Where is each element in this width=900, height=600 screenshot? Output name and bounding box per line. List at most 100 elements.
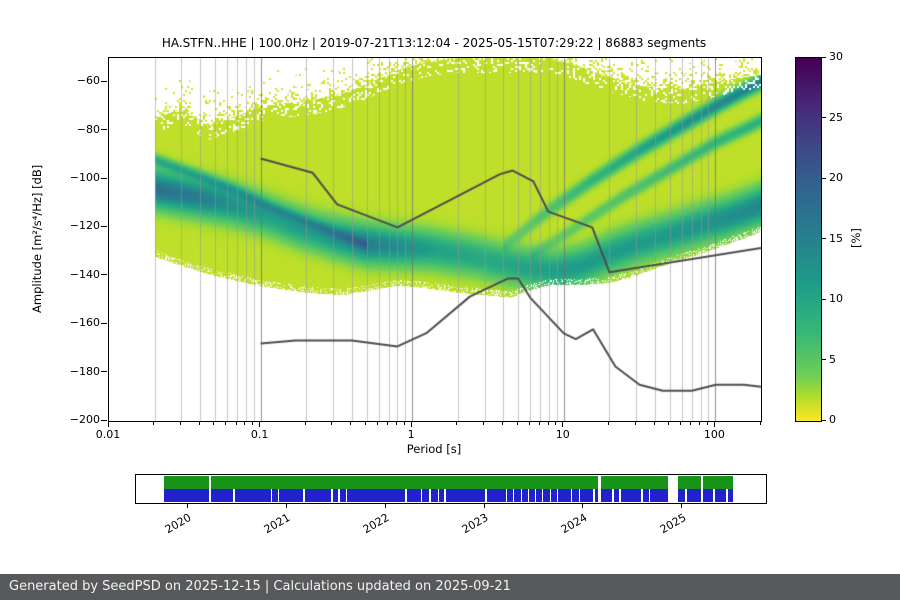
- timeline-gap: [726, 489, 729, 502]
- ppsd-plot-area: [108, 57, 762, 422]
- y-tick-mark: [101, 129, 107, 131]
- timeline-gap: [209, 489, 211, 502]
- timeline-gap: [420, 489, 423, 502]
- y-tick-mark: [101, 419, 107, 421]
- y-tick-mark: [101, 225, 107, 227]
- x-minor-tick-mark: [244, 422, 246, 425]
- x-minor-tick-mark: [387, 422, 389, 425]
- x-tick-label: 0.01: [95, 428, 121, 441]
- x-tick-label: 10: [555, 428, 570, 441]
- timeline-gap: [444, 489, 446, 502]
- timeline-gap: [277, 489, 280, 502]
- x-minor-tick-mark: [225, 422, 227, 425]
- availability-timeline: [135, 474, 767, 504]
- x-minor-tick-mark: [213, 422, 215, 425]
- timeline-gap: [556, 489, 559, 502]
- x-minor-tick-mark: [198, 422, 200, 425]
- timeline-gap: [437, 489, 440, 502]
- timeline-data-spans-row: [136, 476, 766, 489]
- y-tick-mark: [101, 177, 107, 179]
- timeline-gap: [270, 489, 273, 502]
- y-tick-label: −100: [69, 171, 100, 184]
- timeline-gap: [527, 489, 530, 502]
- x-minor-tick-mark: [304, 422, 306, 425]
- year-tick-label: 2025: [657, 511, 689, 537]
- colorbar: [795, 57, 822, 422]
- y-tick-label: −60: [76, 74, 100, 88]
- colorbar-tick-mark: [822, 117, 826, 118]
- x-minor-tick-mark: [653, 422, 655, 425]
- year-tick-mark: [285, 504, 287, 508]
- x-tick-mark: [259, 422, 261, 427]
- colorbar-tick-mark: [822, 177, 826, 179]
- year-tick-label: 2024: [558, 511, 590, 537]
- y-tick-mark: [101, 322, 107, 324]
- x-minor-tick-mark: [547, 422, 549, 425]
- plot-title: HA.STFN..HHE | 100.0Hz | 2019-07-21T13:1…: [161, 36, 707, 50]
- x-minor-tick-mark: [350, 422, 352, 425]
- ppsd-heatmap-canvas: [109, 58, 761, 421]
- timeline-gap: [597, 489, 601, 502]
- x-minor-tick-mark: [483, 422, 484, 425]
- x-minor-tick-mark: [706, 422, 708, 425]
- x-minor-tick-mark: [680, 422, 682, 425]
- timeline-gap: [485, 489, 487, 502]
- year-tick-mark: [582, 504, 584, 508]
- x-minor-tick-mark: [365, 422, 367, 425]
- x-minor-tick-mark: [252, 422, 254, 425]
- y-tick-label: −120: [69, 219, 100, 233]
- timeline-gap: [331, 489, 333, 502]
- timeline-gap: [612, 489, 614, 502]
- colorbar-tick-mark: [822, 359, 826, 360]
- colorbar-gradient-canvas: [796, 58, 821, 421]
- timeline-coverage-data-spans: [163, 476, 734, 489]
- footer-text: Generated by SeedPSD on 2025-12-15 | Cal…: [9, 579, 511, 594]
- y-tick-label: −200: [69, 413, 100, 426]
- x-minor-tick-mark: [456, 422, 458, 425]
- y-tick-label: −140: [69, 267, 100, 281]
- colorbar-tick-mark: [822, 56, 826, 58]
- x-tick-mark: [107, 422, 109, 427]
- year-tick-mark: [384, 504, 386, 508]
- x-tick-label: 100: [703, 428, 725, 441]
- x-minor-tick-mark: [699, 422, 701, 425]
- y-tick-label: −160: [69, 316, 100, 330]
- timeline-gap: [541, 489, 544, 502]
- timeline-year-axis: 2020 2021 2022 2023 2024 2025: [135, 504, 765, 544]
- x-minor-tick-mark: [690, 422, 692, 425]
- year-tick-label: 2023: [459, 511, 491, 537]
- timeline-gap: [641, 489, 644, 502]
- timeline-gap: [520, 489, 523, 502]
- x-tick-label: 1: [407, 428, 415, 441]
- timeline-gap: [648, 489, 651, 502]
- year-tick-mark: [186, 504, 188, 508]
- timeline-gap: [209, 476, 211, 489]
- year-tick-label: 2021: [261, 511, 293, 537]
- timeline-gap: [570, 489, 573, 502]
- x-axis-label: Period [s]: [406, 442, 462, 456]
- timeline-gap: [713, 489, 715, 502]
- y-tick-mark: [101, 371, 107, 373]
- footer-bar: Generated by SeedPSD on 2025-12-15 | Cal…: [0, 574, 900, 600]
- colorbar-label: [%]: [849, 228, 863, 249]
- timeline-gap: [512, 489, 515, 502]
- x-minor-tick-mark: [403, 422, 405, 425]
- timeline-gap: [597, 476, 601, 489]
- x-minor-tick-mark: [331, 422, 333, 425]
- x-minor-tick-mark: [153, 422, 155, 425]
- x-minor-tick-mark: [759, 422, 761, 425]
- timeline-gap: [667, 489, 678, 502]
- year-tick-mark: [681, 504, 683, 508]
- x-tick-mark: [410, 422, 412, 427]
- timeline-gap: [701, 476, 703, 489]
- x-minor-tick-mark: [538, 422, 540, 425]
- timeline-gap: [233, 489, 235, 502]
- x-minor-tick-mark: [607, 422, 609, 425]
- timeline-gap: [405, 489, 407, 502]
- x-minor-tick-mark: [634, 422, 636, 425]
- timeline-gap: [428, 489, 431, 502]
- timeline-gap: [534, 489, 537, 502]
- colorbar-tick-mark: [822, 419, 826, 421]
- timeline-gap: [701, 489, 703, 502]
- timeline-gap: [667, 476, 678, 489]
